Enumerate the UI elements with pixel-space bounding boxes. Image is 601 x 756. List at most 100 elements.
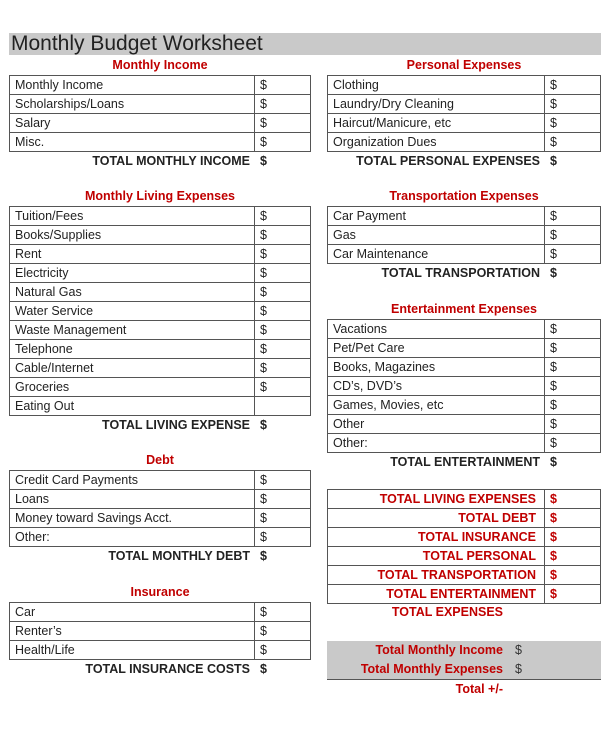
summary-value[interactable]: $ (544, 565, 601, 585)
row-value[interactable]: $ (544, 433, 601, 453)
row-label: Groceries (9, 377, 255, 397)
table-row: Vacations $ (327, 319, 601, 339)
row-value[interactable]: $ (544, 414, 601, 434)
row-value[interactable]: $ (254, 527, 311, 547)
row-label: Haircut/Manicure, etc (327, 113, 545, 133)
row-value[interactable]: $ (544, 225, 601, 245)
row-value[interactable]: $ (254, 132, 311, 152)
total-value[interactable]: $ (260, 154, 267, 168)
row-label: Organization Dues (327, 132, 545, 152)
row-value[interactable]: $ (254, 301, 311, 321)
row-label: Money toward Savings Acct. (9, 508, 255, 528)
table-row: Books/Supplies $ (9, 225, 311, 245)
table-row: Monthly Income $ (9, 75, 311, 95)
row-value[interactable]: $ (254, 377, 311, 397)
row-value[interactable]: $ (544, 376, 601, 396)
total-expenses-row: Total Monthly Expenses $ (327, 660, 601, 680)
summary-table: TOTAL LIVING EXPENSES $ TOTAL DEBT $ TOTAL I… (327, 489, 601, 604)
row-label: Cable/Internet (9, 358, 255, 378)
row-value[interactable]: $ (254, 244, 311, 264)
table-row: Tuition/Fees $ (9, 206, 311, 226)
row-value[interactable]: $ (254, 489, 311, 509)
summary-value[interactable]: $ (544, 489, 601, 509)
total-income-value[interactable]: $ (515, 643, 522, 657)
table-row: Water Service $ (9, 301, 311, 321)
row-value[interactable]: $ (254, 320, 311, 340)
summary-value[interactable]: $ (544, 508, 601, 528)
row-value[interactable]: $ (254, 75, 311, 95)
row-label: Other (327, 414, 545, 434)
summary-label: TOTAL DEBT (327, 508, 545, 528)
row-value[interactable]: $ (254, 263, 311, 283)
row-label: Games, Movies, etc (327, 395, 545, 415)
table-row: Eating Out (9, 396, 311, 416)
row-label: Car (9, 602, 255, 622)
table-row: Clothing $ (327, 75, 601, 95)
insurance-section: Insurance Car $ Renter’s $ Health/Life $ TOTAL … (9, 583, 311, 679)
row-label: Electricity (9, 263, 255, 283)
row-value[interactable]: $ (254, 508, 311, 528)
total-value[interactable]: $ (550, 266, 557, 280)
row-value[interactable]: $ (544, 75, 601, 95)
row-label: Health/Life (9, 640, 255, 660)
table-row: Pet/Pet Care $ (327, 338, 601, 358)
row-value[interactable]: $ (254, 621, 311, 641)
total-monthly-expenses-value[interactable]: $ (515, 662, 522, 676)
row-label: Misc. (9, 132, 255, 152)
row-value[interactable]: $ (544, 244, 601, 264)
row-value[interactable]: $ (254, 94, 311, 114)
total-value[interactable]: $ (260, 549, 267, 563)
summary-value[interactable]: $ (544, 527, 601, 547)
row-value[interactable]: $ (254, 206, 311, 226)
table-row: Games, Movies, etc $ (327, 395, 601, 415)
total-value[interactable]: $ (550, 154, 557, 168)
table-row: Gas $ (327, 225, 601, 245)
summary-value[interactable]: $ (544, 584, 601, 604)
table-row: Health/Life $ (9, 640, 311, 660)
summary-row: TOTAL LIVING EXPENSES $ (327, 489, 601, 509)
row-value[interactable]: $ (544, 206, 601, 226)
row-value[interactable]: $ (254, 602, 311, 622)
row-label: Eating Out (9, 396, 255, 416)
table-row: Natural Gas $ (9, 282, 311, 302)
row-value[interactable]: $ (544, 319, 601, 339)
table-row: Other: $ (9, 527, 311, 547)
section-header: Entertainment Expenses (391, 302, 537, 316)
row-value[interactable]: $ (254, 470, 311, 490)
summary-label: TOTAL ENTERTAINMENT (327, 584, 545, 604)
row-label: Other: (9, 527, 255, 547)
table-row: Rent $ (9, 244, 311, 264)
page-title: Monthly Budget Worksheet (9, 33, 601, 55)
total-value[interactable]: $ (260, 662, 267, 676)
row-value[interactable]: $ (544, 395, 601, 415)
row-value[interactable]: $ (254, 640, 311, 660)
living-expenses-section: Monthly Living Expenses Tuition/Fees $ Book… (9, 187, 311, 435)
total-label: TOTAL PERSONAL EXPENSES (356, 154, 540, 168)
summary-label: TOTAL PERSONAL (327, 546, 545, 566)
row-value[interactable]: $ (544, 338, 601, 358)
total-label: TOTAL MONTHLY INCOME (92, 154, 250, 168)
row-label: Laundry/Dry Cleaning (327, 94, 545, 114)
row-label: Vacations (327, 319, 545, 339)
row-value[interactable]: $ (254, 225, 311, 245)
row-value[interactable]: $ (254, 113, 311, 133)
row-label: Waste Management (9, 320, 255, 340)
row-label: Scholarships/Loans (9, 94, 255, 114)
row-value[interactable]: $ (544, 357, 601, 377)
total-value[interactable]: $ (550, 455, 557, 469)
total-value[interactable]: $ (260, 418, 267, 432)
section-header: Transportation Expenses (389, 189, 539, 203)
row-value[interactable] (254, 396, 311, 416)
row-value[interactable]: $ (544, 94, 601, 114)
table-row: Groceries $ (9, 377, 311, 397)
summary-row: TOTAL DEBT $ (327, 508, 601, 528)
row-value[interactable]: $ (544, 132, 601, 152)
row-value[interactable]: $ (254, 339, 311, 359)
total-expenses-label: TOTAL EXPENSES (391, 605, 503, 619)
row-label: Credit Card Payments (9, 470, 255, 490)
row-value[interactable]: $ (544, 113, 601, 133)
row-label: Tuition/Fees (9, 206, 255, 226)
summary-value[interactable]: $ (544, 546, 601, 566)
row-value[interactable]: $ (254, 358, 311, 378)
row-value[interactable]: $ (254, 282, 311, 302)
